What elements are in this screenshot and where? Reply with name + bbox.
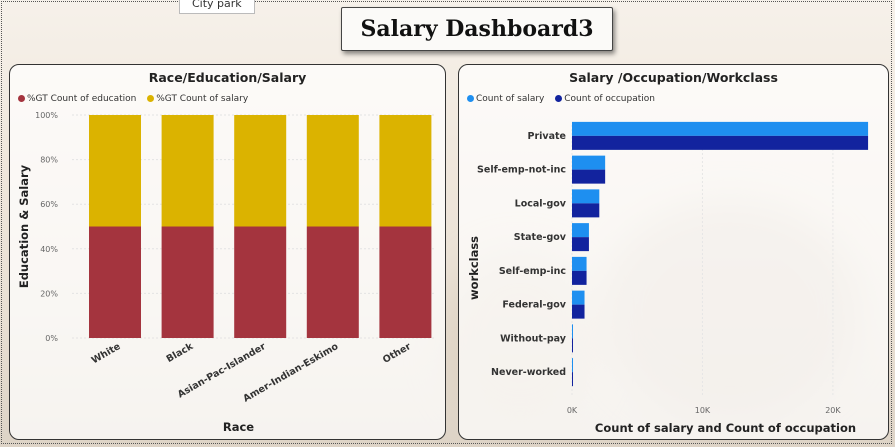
bar-segment xyxy=(234,115,287,227)
y-tick-label: 60% xyxy=(40,200,58,209)
bar xyxy=(572,304,585,319)
y-category-label: Self-emp-not-inc xyxy=(477,165,566,176)
chart-legend: Count of salary Count of occupation xyxy=(467,94,663,104)
bar xyxy=(572,270,587,285)
y-category-label: Local-gov xyxy=(515,198,567,209)
bar xyxy=(572,372,573,387)
bar-segment xyxy=(306,226,359,338)
legend-swatch xyxy=(555,95,563,102)
salary-occupation-workclass-chart[interactable]: Salary /Occupation/Workclass Count of sa… xyxy=(458,64,889,440)
x-tick-label: 20K xyxy=(825,406,841,415)
bar xyxy=(572,338,573,353)
chart-legend: %GT Count of education %GT Count of sala… xyxy=(18,94,256,104)
x-tick-label: 10K xyxy=(695,406,711,415)
y-tick-label: 0% xyxy=(45,334,58,343)
y-axis-title: Education & Salary xyxy=(17,164,31,288)
bar xyxy=(572,135,869,150)
stacked-bar-plot: 0%20%40%60%80%100%White BlackAsian-Pac-Is… xyxy=(17,111,435,434)
bar-segment xyxy=(234,226,287,338)
x-tick-label: 0K xyxy=(567,406,578,415)
y-category-label: Federal-gov xyxy=(502,300,566,311)
legend-item-education[interactable]: %GT Count of education xyxy=(18,94,136,104)
legend-item-occupation-count[interactable]: Count of occupation xyxy=(555,94,655,104)
legend-swatch xyxy=(18,95,25,102)
legend-swatch xyxy=(147,95,155,102)
x-category-label: Black xyxy=(165,341,196,365)
x-axis-title: Count of salary and Count of occupation xyxy=(595,421,856,435)
bar-segment xyxy=(89,226,141,338)
x-category-label: Other xyxy=(381,341,413,366)
bar xyxy=(572,358,573,373)
legend-item-salary-count[interactable]: Count of salary xyxy=(467,94,544,104)
bar-segment xyxy=(161,115,214,227)
bar xyxy=(572,169,606,184)
bar xyxy=(572,189,600,204)
legend-label: %GT Count of salary xyxy=(156,94,249,104)
bar xyxy=(572,290,585,305)
bar-segment xyxy=(379,115,432,227)
y-category-label: Without-pay xyxy=(500,333,567,344)
legend-label: Count of occupation xyxy=(564,94,655,104)
bar-segment xyxy=(306,115,359,227)
y-category-label: Self-emp-inc xyxy=(499,266,566,277)
bar xyxy=(572,155,606,170)
race-education-salary-chart[interactable]: Race/Education/Salary %GT Count of educa… xyxy=(9,64,446,440)
tooltip: City park xyxy=(179,0,255,14)
bar xyxy=(572,237,589,252)
chart-title: Race/Education/Salary xyxy=(148,70,307,85)
bar xyxy=(572,324,573,339)
x-axis-title: Race xyxy=(223,420,254,434)
y-tick-label: 20% xyxy=(40,289,58,298)
bar-segment xyxy=(89,115,141,227)
y-tick-label: 40% xyxy=(40,245,58,254)
bar xyxy=(572,223,589,238)
bar xyxy=(572,203,600,218)
dashboard-title: Salary Dashboard3 xyxy=(341,7,613,51)
legend-item-salary[interactable]: %GT Count of salary xyxy=(147,94,248,104)
bar xyxy=(572,256,587,271)
y-category-label: Private xyxy=(528,131,567,142)
chart-title: Salary /Occupation/Workclass xyxy=(569,70,778,85)
bar-segment xyxy=(379,226,432,338)
y-category-label: State-gov xyxy=(514,232,567,243)
legend-swatch xyxy=(467,95,474,102)
bar-segment xyxy=(161,226,214,338)
y-tick-label: 80% xyxy=(40,156,58,165)
horizontal-bar-plot: 0K 10K 20K Private Self-emp-not-inc Local-gov… xyxy=(467,121,869,435)
y-axis-title: workclass xyxy=(467,236,481,300)
bar xyxy=(572,121,869,136)
y-category-label: Never-worked xyxy=(491,367,566,378)
legend-label: %GT Count of education xyxy=(27,94,137,104)
y-tick-label: 100% xyxy=(35,111,58,120)
x-category-label: White xyxy=(90,341,123,366)
legend-label: Count of salary xyxy=(476,94,545,104)
